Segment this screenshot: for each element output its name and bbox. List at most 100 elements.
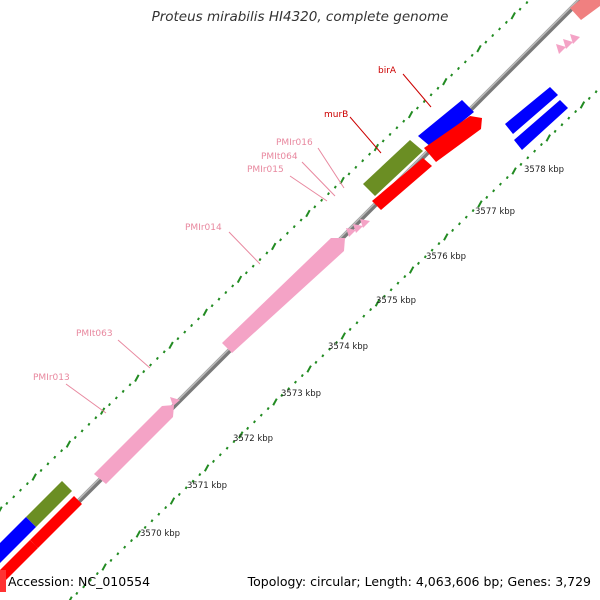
tick-mark <box>511 167 517 175</box>
tick-mark <box>553 129 557 133</box>
gene-feature-salmon[interactable] <box>570 0 600 20</box>
gene-feature-olive[interactable] <box>26 481 72 527</box>
tick-mark <box>0 506 3 513</box>
tick-mark <box>429 93 433 97</box>
kbp-label: 3571 kbp <box>187 481 227 491</box>
tick-mark <box>142 370 146 374</box>
gene-feature-pmir014[interactable] <box>222 238 345 353</box>
tick-mark <box>457 222 461 226</box>
gene-feature-red[interactable] <box>30 496 82 548</box>
tick-mark <box>442 77 448 86</box>
gene-feature-small-pink[interactable] <box>170 397 180 406</box>
tick-mark <box>244 271 248 275</box>
gene-feature-blue[interactable] <box>505 87 558 134</box>
tick-mark <box>95 572 99 576</box>
tick-mark <box>114 396 118 400</box>
tick-mark <box>258 258 262 262</box>
gene-feature-small-pink[interactable] <box>556 44 566 54</box>
tick-mark <box>470 53 474 57</box>
tick-mark <box>46 462 50 466</box>
tick-mark <box>305 209 311 218</box>
tick-mark <box>217 297 221 301</box>
tick-mark <box>169 497 176 505</box>
tick-mark <box>225 446 229 450</box>
tick-mark <box>326 192 330 196</box>
gene-feature-red[interactable] <box>0 540 38 588</box>
tick-mark <box>19 488 23 492</box>
gene-feature-small-pink[interactable] <box>563 39 573 49</box>
tick-mark <box>123 545 127 549</box>
tick-mark <box>505 175 509 180</box>
label-murb: murB <box>324 110 348 120</box>
label-pmir014: PMIr014 <box>185 223 222 233</box>
gene-feature-blue[interactable] <box>514 100 568 150</box>
tick-mark <box>5 501 9 505</box>
gene-feature-bira[interactable] <box>418 100 474 147</box>
tick-mark <box>203 464 210 472</box>
gene-feature-pmit064[interactable] <box>353 224 363 233</box>
tick-mark <box>476 44 482 53</box>
tick-mark <box>368 152 372 156</box>
tick-mark <box>491 33 495 38</box>
tick-mark <box>143 525 147 529</box>
tick-mark <box>121 389 125 393</box>
tick-mark <box>150 519 154 523</box>
tick-mark <box>177 492 181 496</box>
tick-marks-lower <box>68 90 598 600</box>
tick-mark <box>403 274 407 279</box>
tick-mark <box>109 558 113 562</box>
kbp-label: 3578 kbp <box>524 165 564 175</box>
tick-mark <box>407 110 414 119</box>
tick-mark <box>389 288 393 292</box>
tick-mark <box>415 106 419 110</box>
tick-mark <box>73 435 77 440</box>
gene-feature-red[interactable] <box>372 158 432 210</box>
tick-mark <box>498 182 502 186</box>
tick-mark <box>108 402 111 407</box>
tick-mark <box>567 116 571 120</box>
tick-mark <box>231 284 235 288</box>
tick-mark <box>232 440 236 444</box>
tick-mark <box>382 294 386 298</box>
tick-mark <box>560 123 564 127</box>
tick-mark <box>313 205 317 209</box>
tick-mark <box>202 308 208 317</box>
tick-mark <box>314 360 318 364</box>
tick-mark <box>450 73 454 77</box>
gene-feature-pmir013[interactable] <box>94 405 174 484</box>
tick-mark <box>224 290 228 295</box>
tick-mark <box>82 585 86 589</box>
kbp-label: 3577 kbp <box>475 207 515 217</box>
tick-mark <box>574 109 578 114</box>
tick-mark <box>545 134 551 142</box>
tick-mark <box>396 281 400 285</box>
tick-mark <box>157 512 161 516</box>
accession-text: Accession: NC_010554 <box>8 574 151 589</box>
tick-mark <box>300 374 304 378</box>
gene-feature-blue[interactable] <box>0 517 36 563</box>
gene-feature-red[interactable] <box>424 116 482 162</box>
tick-mark <box>492 189 496 193</box>
kbp-label: 3575 kbp <box>376 296 416 306</box>
tick-mark <box>293 380 297 384</box>
tick-mark <box>87 422 91 426</box>
tick-mark <box>463 60 467 64</box>
gene-feature-murb[interactable] <box>363 140 423 196</box>
gene-feature-small-pink[interactable] <box>570 34 580 44</box>
kbp-label: 3572 kbp <box>233 434 273 444</box>
tick-mark <box>31 473 37 481</box>
gene-feature-pmir015[interactable] <box>346 228 356 237</box>
tick-mark <box>451 228 455 232</box>
tick-mark <box>196 317 200 321</box>
tick-mark <box>68 596 73 600</box>
tick-mark <box>265 251 269 255</box>
tick-mark <box>477 200 483 208</box>
tick-mark <box>236 275 243 284</box>
gene-feature-pmir016[interactable] <box>360 219 370 228</box>
kbp-scale-labels: 3570 kbp 3571 kbp 3572 kbp 3573 kbp 3574… <box>140 165 564 539</box>
label-pmir015: PMIr015 <box>247 165 284 175</box>
tick-mark <box>355 321 359 325</box>
tick-mark <box>272 398 278 406</box>
gene-labels: PMIr013 PMIt063 PMIr014 PMIr015 PMIt064 … <box>33 66 397 383</box>
